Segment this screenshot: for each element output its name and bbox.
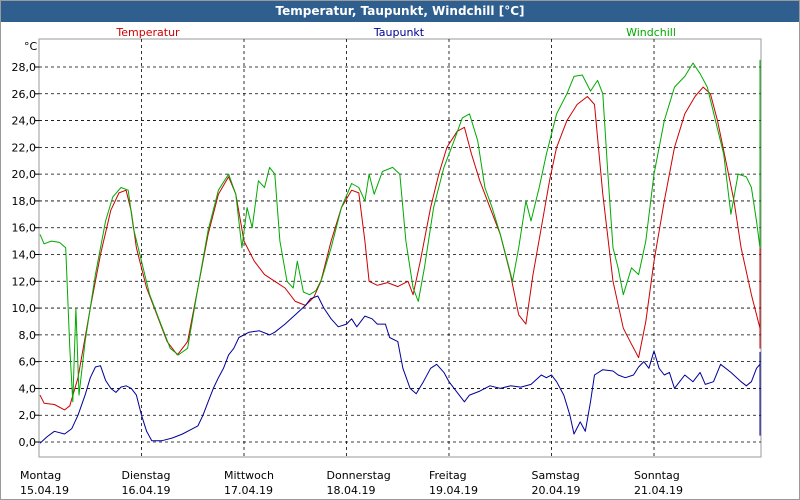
x-tick-day: Samstag xyxy=(532,469,580,482)
x-tick-day: Sonntag xyxy=(634,469,680,482)
series-lines xyxy=(39,59,761,444)
legend-windchill: Windchill xyxy=(626,26,676,39)
y-tick-label: 16,0 xyxy=(12,222,37,235)
y-tick-label: 8,0 xyxy=(19,329,37,342)
x-tick-day: Freitag xyxy=(429,469,467,482)
y-tick-label: 24,0 xyxy=(12,115,37,128)
y-tick-label: 12,0 xyxy=(12,275,37,288)
y-tick-label: 22,0 xyxy=(12,141,37,154)
x-tick-date: 21.04.19 xyxy=(634,484,683,497)
y-tick-label: 20,0 xyxy=(12,168,37,181)
legend: Temperatur Taupunkt Windchill xyxy=(115,26,676,39)
y-tick-label: 18,0 xyxy=(12,195,37,208)
y-axis-ticks: 0,0 2,0 4,0 6,0 8,0 10,0 12,0 14,0 16,0 18,0 20,0 2… xyxy=(12,61,39,449)
legend-taupunkt: Taupunkt xyxy=(373,26,425,39)
x-tick-day: Mittwoch xyxy=(224,469,274,482)
legend-temperatur: Temperatur xyxy=(115,26,180,39)
x-tick-day: Donnerstag xyxy=(327,469,391,482)
y-tick-label: 2,0 xyxy=(19,409,37,422)
x-tick-date: 19.04.19 xyxy=(429,484,478,497)
x-axis-ticks: Montag 15.04.19 Dienstag 16.04.19 Mittwoch 17… xyxy=(20,469,683,497)
y-tick-label: 0,0 xyxy=(19,436,37,449)
chart-title: Temperatur, Taupunkt, Windchill [°C] xyxy=(1,1,799,22)
series-line-windchill xyxy=(39,59,761,403)
x-tick-date: 20.04.19 xyxy=(532,484,581,497)
grid xyxy=(39,39,761,457)
y-tick-label: 14,0 xyxy=(12,249,37,262)
x-tick-date: 18.04.19 xyxy=(327,484,376,497)
y-tick-label: 6,0 xyxy=(19,356,37,369)
x-tick-date: 17.04.19 xyxy=(224,484,273,497)
x-tick-day: Montag xyxy=(20,469,61,482)
x-tick-day: Dienstag xyxy=(122,469,171,482)
series-line-temperatur xyxy=(39,85,761,411)
x-tick-date: 15.04.19 xyxy=(20,484,69,497)
y-tick-label: 28,0 xyxy=(12,61,37,74)
y-tick-label: 26,0 xyxy=(12,88,37,101)
y-axis-label: °C xyxy=(24,40,38,53)
series-line-taupunkt xyxy=(39,295,761,444)
x-tick-date: 16.04.19 xyxy=(122,484,171,497)
plot-area xyxy=(38,38,762,458)
y-tick-label: 10,0 xyxy=(12,302,37,315)
y-tick-label: 4,0 xyxy=(19,382,37,395)
